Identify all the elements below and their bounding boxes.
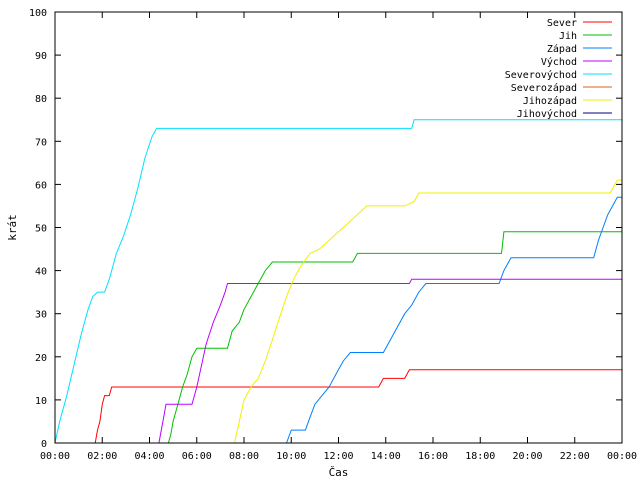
- y-tick-label: 70: [35, 137, 47, 148]
- ticks-layer: 0 10 20 30 40 50 60 70 80 90 100 00:00 02:00 04:00 06:…: [29, 8, 637, 462]
- x-tick-label: 02:00: [87, 451, 117, 462]
- legend-label: Severozápad: [511, 82, 577, 94]
- y-tick-label: 60: [35, 180, 47, 191]
- x-tick-label: 18:00: [465, 451, 495, 462]
- y-tick-label: 0: [41, 439, 47, 450]
- y-tick-label: 90: [35, 51, 47, 62]
- x-tick-label: 22:00: [560, 451, 590, 462]
- series-line-1: [55, 231, 622, 444]
- series-line-4: [54, 119, 622, 444]
- y-axis-label: krát: [6, 214, 19, 241]
- y-tick-label: 40: [35, 267, 47, 278]
- x-tick-label: 10:00: [276, 451, 306, 462]
- legend-label: Východ: [541, 56, 577, 68]
- x-tick-label: 16:00: [418, 451, 448, 462]
- y-tick-label: 30: [35, 310, 47, 321]
- series-line-3: [55, 278, 622, 444]
- x-tick-label: 00:00: [40, 451, 70, 462]
- y-tick-label: 80: [35, 94, 47, 105]
- y-tick-label: 10: [35, 396, 47, 407]
- x-tick-label: 06:00: [182, 451, 212, 462]
- y-tick-label: 100: [29, 8, 47, 19]
- x-tick-label: 00:00: [607, 451, 637, 462]
- y-tick-label: 20: [35, 353, 47, 364]
- plot-frame: [54, 11, 623, 444]
- x-axis-label: Čas: [329, 466, 349, 479]
- y-tick-label: 50: [35, 224, 47, 235]
- series-layer: [54, 119, 622, 444]
- legend-label: Západ: [547, 43, 577, 55]
- legend-label: Severovýchod: [505, 69, 577, 81]
- x-tick-label: 14:00: [371, 451, 401, 462]
- x-tick-label: 04:00: [134, 451, 164, 462]
- x-tick-label: 08:00: [229, 451, 259, 462]
- x-tick-label: 20:00: [512, 451, 542, 462]
- series-line-2: [55, 196, 622, 444]
- legend-label: Sever: [547, 18, 577, 29]
- series-line-6: [55, 179, 622, 444]
- legend-label: Jihozápad: [523, 95, 577, 107]
- series-line-0: [55, 369, 622, 444]
- x-tick-label: 12:00: [323, 451, 353, 462]
- legend-label: Jih: [559, 31, 577, 42]
- legend-label: Jihovýchod: [517, 108, 577, 120]
- legend: Sever JihZápadVýchodSeverovýchodSeverozáp…: [505, 18, 612, 120]
